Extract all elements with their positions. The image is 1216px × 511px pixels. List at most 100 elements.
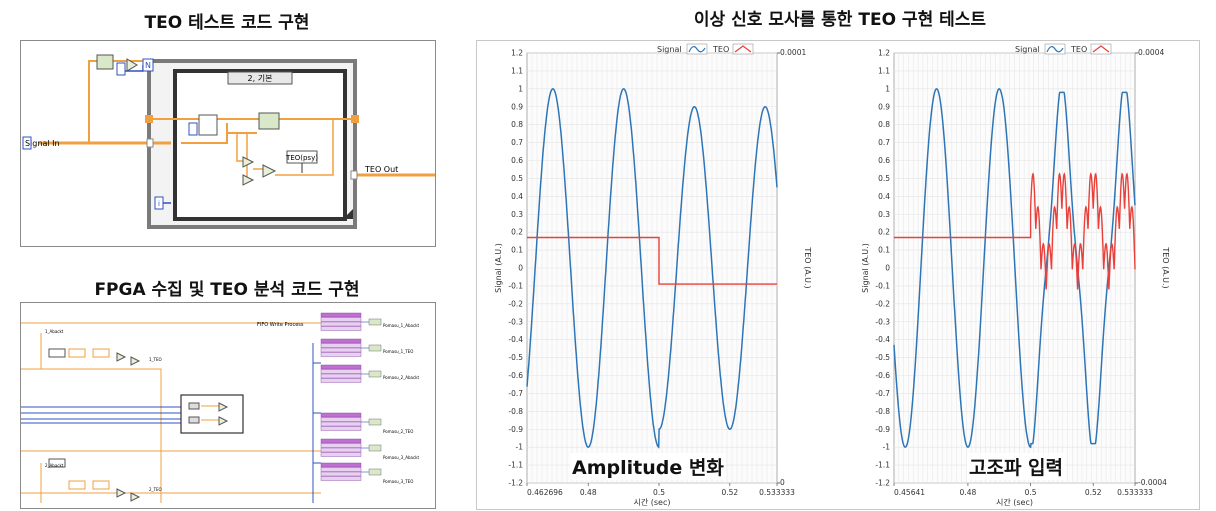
svg-text:Pomasu_3_Abackt: Pomasu_3_Abackt xyxy=(383,455,419,460)
svg-text:Pomasu_2_TEO: Pomasu_2_TEO xyxy=(383,429,413,434)
y-tick-label: -1.2 xyxy=(875,479,890,488)
fifo-node xyxy=(320,369,362,374)
svg-text:1_TEO: 1_TEO xyxy=(149,357,162,362)
y-tick-label: -0.3 xyxy=(875,317,890,326)
case-selector xyxy=(227,71,293,85)
fpga-block-diagram: FIFO Write Process 1_Abackt 1_TEO 2_Abac… xyxy=(21,312,419,503)
fifo-node xyxy=(320,347,362,353)
legend-label: TEO xyxy=(1070,45,1087,54)
chart-canvas: 1.2 1.1 1 0.9 0.8 0.7 0.6 0.5 0.4 0.3 0.2 0.1 0 -0.1 -… xyxy=(494,43,1170,507)
amplitude-change-label: Amplitude 변화 xyxy=(570,453,726,480)
legend-teo-line xyxy=(734,45,752,53)
fifo-node xyxy=(320,326,362,331)
y-tick-label: 1.1 xyxy=(511,66,523,75)
case-structure xyxy=(173,69,347,221)
legend-signal-line xyxy=(1046,46,1064,53)
y-tick-label: 0.7 xyxy=(511,138,523,147)
case-selector-label: 2, 기본 xyxy=(248,74,273,83)
y-tick-label: -0.8 xyxy=(508,407,523,416)
y-tick-label: 0.2 xyxy=(511,228,523,237)
y-tick-label: 1.2 xyxy=(878,49,890,58)
fifo-node xyxy=(320,352,362,357)
y-tick-label: 0.1 xyxy=(511,246,523,255)
y-tick-label: -0.6 xyxy=(508,371,523,380)
fpga-code-diagram: FIFO Write Process 1_Abackt 1_TEO 2_Abac… xyxy=(20,302,436,509)
y-tick-label: 0.9 xyxy=(878,102,890,111)
signal-in-label: Signal In xyxy=(25,139,60,148)
legend-label: TEO xyxy=(712,45,729,54)
y-tick-label: -0.7 xyxy=(508,389,523,398)
y-tick-label: -0.5 xyxy=(508,353,523,362)
x-tick-label: 0.48 xyxy=(580,488,597,497)
y-tick-label: 0.3 xyxy=(511,210,523,219)
signal-test-title: 이상 신호 모사를 통한 TEO 구현 테스트 xyxy=(693,10,987,30)
signal-line xyxy=(893,87,1136,449)
fifo-node xyxy=(320,471,362,477)
y-tick-label: 1 xyxy=(885,84,890,93)
y-tick-label: -0.4 xyxy=(508,335,523,344)
y-tick-label: -0.4 xyxy=(875,335,890,344)
fifo-node xyxy=(320,467,362,472)
fifo-node xyxy=(320,412,362,418)
y-tick-label: 0.8 xyxy=(511,120,523,129)
fpga-code-title: FPGA 수집 및 TEO 분석 코드 구현 xyxy=(94,280,360,300)
svg-text:1_Abackt: 1_Abackt xyxy=(45,329,64,334)
y-tick-label: 1.2 xyxy=(511,49,523,58)
indicator-node xyxy=(368,468,382,476)
y-tick-label: 0.3 xyxy=(878,210,890,219)
svg-text:i: i xyxy=(158,200,160,208)
x-tick-label: 0.5 xyxy=(653,488,665,497)
y-tick-label: 0.4 xyxy=(878,192,890,201)
x-tick-label: 0.45641 xyxy=(894,488,925,497)
y-tick-label: 0.8 xyxy=(878,120,890,129)
svg-text:2_TEO: 2_TEO xyxy=(149,487,162,492)
y2-tick-label: 0.0001 xyxy=(780,48,806,57)
x-axis-label: 시간 (sec) xyxy=(634,497,671,507)
svg-text:FIFO Write Process: FIFO Write Process xyxy=(257,322,304,328)
legend-swatch xyxy=(732,43,754,55)
y-tick-label: 0.2 xyxy=(878,228,890,237)
i-terminal xyxy=(154,196,164,210)
legend-swatch xyxy=(1090,43,1112,55)
fifo-node xyxy=(320,426,362,431)
teo-line xyxy=(894,172,1136,290)
y-tick-label: -0.7 xyxy=(875,389,890,398)
y-tick-label: 0.9 xyxy=(511,102,523,111)
x-tick-label: 0.533333 xyxy=(1117,488,1153,497)
fifo-node xyxy=(320,338,362,344)
x-tick-label: 0.462696 xyxy=(527,488,563,497)
y2-tick-label: 0.0004 xyxy=(1138,48,1164,57)
indicator-node xyxy=(368,344,382,352)
fifo-node xyxy=(320,421,362,427)
teo-block-diagram: 2, 기본 Signal In N TEO(psy) xyxy=(22,54,435,229)
indicator-node xyxy=(368,370,382,378)
svg-text:2_Abackt: 2_Abackt xyxy=(45,463,64,468)
y-tick-label: -0.2 xyxy=(508,299,523,308)
legend-label: Signal xyxy=(1015,45,1040,54)
svg-text:N: N xyxy=(145,61,151,70)
y-tick-label: -0.1 xyxy=(508,281,523,290)
y-tick-label: 0.1 xyxy=(878,246,890,255)
y-tick-label: -0.9 xyxy=(508,425,523,434)
y-axis-label: Signal (A.U.) xyxy=(494,243,503,293)
x-tick-label: 0.5 xyxy=(1025,488,1037,497)
y-tick-label: -0.3 xyxy=(508,317,523,326)
harmonic-input-label: 고조파 입력 xyxy=(967,453,1066,480)
x-axis-label: 시간 (sec) xyxy=(996,497,1033,507)
y-tick-label: 1.1 xyxy=(878,66,890,75)
fifo-node xyxy=(320,443,362,448)
svg-text:Pomasu_3_TEO: Pomasu_3_TEO xyxy=(383,479,413,484)
legend-signal-line xyxy=(688,46,706,53)
legend-teo-line xyxy=(1092,45,1110,53)
y2-tick-label: -0.0004 xyxy=(1138,478,1167,487)
subvi-node-1 xyxy=(96,54,114,70)
fifo-node xyxy=(320,447,362,453)
fifo-node xyxy=(320,452,362,457)
teo-line xyxy=(527,236,777,285)
svg-text:TEO(psy): TEO(psy) xyxy=(285,154,318,162)
y2-axis-label: TEO (A.U.) xyxy=(1161,246,1170,288)
y-tick-label: -0.9 xyxy=(875,425,890,434)
x-tick-label: 0.533333 xyxy=(759,488,795,497)
y-tick-label: 1 xyxy=(518,84,523,93)
indicator-node xyxy=(368,418,382,426)
